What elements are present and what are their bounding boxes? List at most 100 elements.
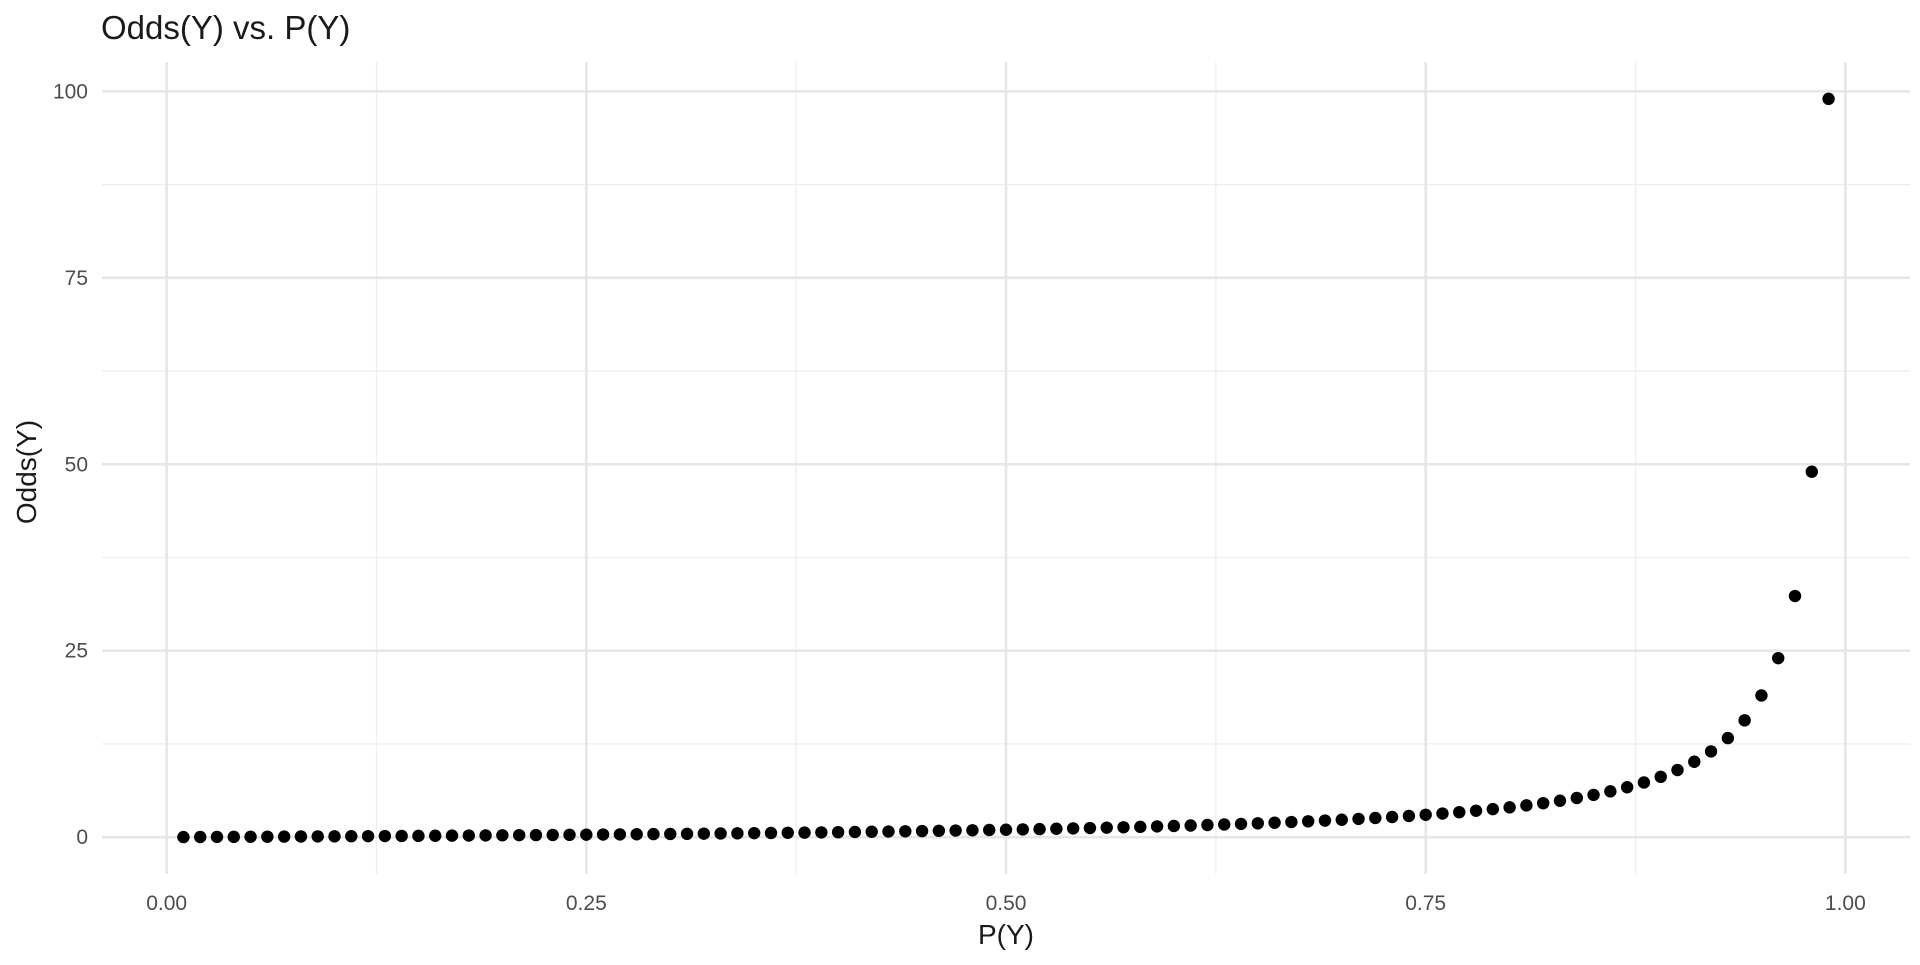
data-point [1100, 821, 1113, 834]
data-point [865, 825, 878, 838]
data-point [546, 828, 559, 842]
data-point [764, 826, 778, 840]
data-point [1805, 465, 1818, 478]
data-point [647, 827, 660, 841]
data-point [1117, 821, 1130, 834]
data-point [1721, 731, 1735, 745]
data-point [1486, 802, 1500, 816]
data-point [1268, 816, 1281, 829]
data-point [479, 829, 492, 842]
data-point [1218, 818, 1231, 831]
data-point [680, 827, 694, 841]
x-axis-title: P(Y) [978, 919, 1034, 950]
data-point [999, 823, 1013, 836]
data-point [1654, 770, 1667, 784]
data-point [747, 826, 761, 840]
data-point [1755, 689, 1768, 702]
data-point [596, 828, 610, 841]
data-point [1453, 805, 1466, 819]
data-point [848, 825, 862, 839]
data-point [1436, 807, 1449, 820]
data-point [798, 826, 811, 839]
data-point [361, 829, 375, 843]
data-point [630, 828, 643, 841]
data-point [983, 823, 996, 837]
y-axis-title: Odds(Y) [11, 420, 42, 524]
data-point [1301, 815, 1315, 828]
data-point [1385, 810, 1399, 824]
data-point [496, 829, 509, 842]
data-point [932, 824, 946, 838]
data-point [1016, 823, 1029, 836]
data-point [697, 827, 711, 840]
data-point [1419, 808, 1432, 821]
data-point [882, 825, 895, 838]
x-tick-label: 0.25 [566, 892, 607, 915]
y-tick-label: 75 [65, 267, 88, 290]
data-point [1671, 763, 1684, 777]
grid [102, 62, 1910, 874]
data-point [1184, 819, 1197, 832]
data-point [378, 829, 392, 843]
data-point [1503, 801, 1516, 814]
data-point [1066, 822, 1080, 835]
data-point [563, 828, 576, 842]
data-point [1604, 785, 1617, 798]
data-point [1788, 589, 1802, 603]
data-point [613, 828, 627, 841]
data-point [244, 830, 257, 843]
data-point [1285, 815, 1298, 829]
data-point [1620, 781, 1634, 794]
data-point [1520, 799, 1533, 812]
data-point [1738, 714, 1751, 727]
data-point [227, 830, 240, 844]
data-point [915, 824, 929, 838]
y-tick-label: 0 [76, 826, 88, 849]
data-point [1536, 796, 1550, 810]
data-point [412, 829, 425, 843]
data-point [1688, 755, 1701, 768]
data-point [1150, 820, 1164, 833]
data-point [1318, 814, 1332, 827]
data-points [177, 92, 1835, 844]
data-point [1134, 820, 1147, 834]
data-point [1587, 788, 1600, 802]
data-point [1050, 822, 1063, 835]
data-point [1033, 822, 1046, 836]
data-point [311, 830, 324, 843]
data-point [328, 830, 341, 843]
data-point [1201, 818, 1214, 832]
data-point [781, 826, 794, 839]
data-point [1637, 776, 1651, 789]
data-point [1822, 92, 1835, 106]
data-point [512, 828, 526, 842]
data-point [580, 828, 593, 841]
data-point [395, 829, 408, 843]
data-point [1704, 745, 1718, 758]
data-point [949, 824, 962, 837]
data-point [1251, 817, 1265, 830]
data-point [1402, 809, 1416, 823]
data-point [210, 830, 224, 844]
data-point [1570, 791, 1583, 805]
chart-title: Odds(Y) vs. P(Y) [101, 9, 350, 46]
x-tick-label: 0.50 [986, 892, 1027, 915]
data-point [831, 825, 845, 839]
data-point [261, 830, 274, 843]
data-point [1469, 804, 1483, 817]
data-point [1167, 819, 1181, 833]
data-point [731, 827, 744, 840]
data-point [815, 826, 828, 839]
data-point [1083, 821, 1097, 835]
x-tick-label: 0.00 [146, 892, 187, 915]
data-point [1553, 794, 1567, 807]
data-point [529, 828, 543, 842]
data-point [1772, 651, 1785, 665]
data-point [345, 830, 358, 843]
data-point [899, 825, 912, 838]
data-point [445, 829, 459, 842]
x-tick-label: 0.75 [1405, 892, 1446, 915]
data-point [177, 830, 190, 844]
